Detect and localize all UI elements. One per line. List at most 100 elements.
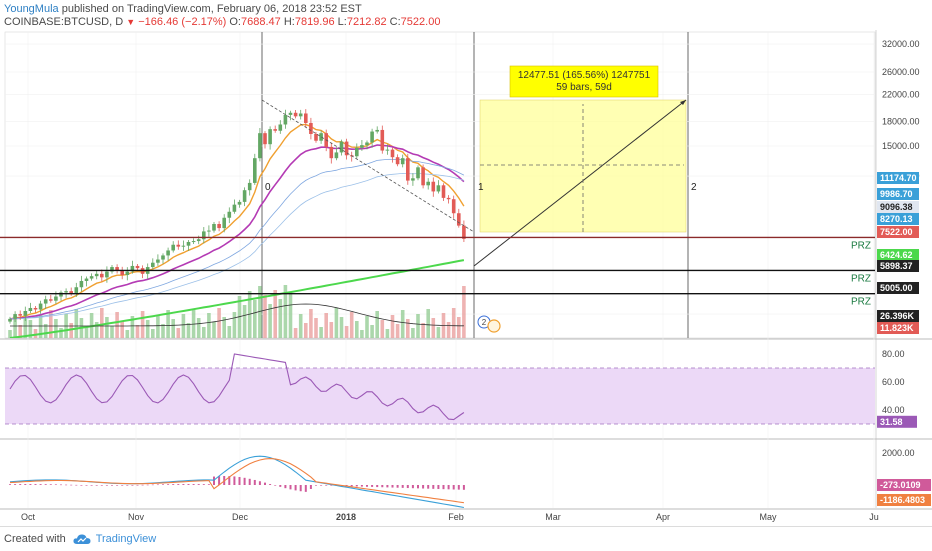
x-tick-label: May: [759, 512, 777, 522]
chart-drawings[interactable]: [261, 99, 687, 267]
rsi-tick-label: 40.00: [882, 405, 905, 415]
volume-bar: [329, 322, 334, 338]
candle-body: [100, 273, 104, 278]
close-label: C:: [389, 16, 401, 28]
candle-body: [84, 278, 89, 281]
volume-bar: [273, 290, 277, 338]
candle-body: [278, 124, 283, 131]
candle-body: [222, 217, 226, 229]
macd-hist-bar: [299, 485, 302, 492]
volume-bar: [462, 286, 466, 338]
candlesticks: [8, 109, 466, 324]
candle-body: [186, 241, 191, 246]
y-tick-label: 15000.00: [882, 141, 920, 151]
volume-bar: [202, 327, 206, 338]
candle-body: [8, 318, 12, 322]
volume-bar: [232, 312, 237, 338]
volume-bar: [426, 309, 430, 338]
macd-hist-bar: [258, 481, 261, 485]
volume-bar: [406, 319, 410, 338]
macd-hist-bar: [309, 485, 312, 489]
candle-body: [273, 129, 277, 131]
tradingview-brand-link[interactable]: TradingView: [95, 533, 157, 545]
volume-bar: [38, 315, 43, 338]
volume-bar: [84, 327, 89, 338]
macd-hist-bar: [315, 485, 317, 486]
candle-body: [253, 158, 257, 183]
macd-hist-bar: [437, 485, 440, 489]
candle-body: [232, 204, 237, 212]
trading-chart[interactable]: PRZ PRZ PRZ 12477.51 (165.56%) 1247751 59 …: [0, 30, 932, 526]
y-tick-label: 22000.00: [882, 89, 920, 99]
candle-body: [74, 287, 79, 294]
macd-hist-bar: [411, 485, 414, 489]
candle-body: [43, 299, 48, 304]
candle-body: [385, 149, 390, 151]
candle-body: [298, 113, 303, 117]
volume-bar: [411, 328, 415, 338]
candle-body: [33, 307, 38, 310]
candle-body: [400, 158, 405, 165]
candle-body: [207, 230, 211, 232]
macd-hist-bar: [65, 484, 68, 486]
volume-bar: [344, 326, 349, 338]
macd-hist-bar: [366, 485, 368, 487]
candle-body: [110, 267, 114, 272]
volume-bar: [400, 310, 405, 338]
volume-bars: [8, 285, 466, 338]
candle-body: [171, 244, 175, 251]
macd-signal-line: [9, 458, 464, 504]
x-tick-label: Nov: [128, 512, 145, 522]
candle-body: [390, 149, 395, 158]
candle-body: [64, 291, 68, 293]
volume-bar: [339, 317, 344, 338]
price-tags: 31.58 -273.0109 -1186.4803 11174.70 9986.70 9…: [877, 172, 931, 506]
candle-body: [227, 211, 232, 218]
volume-bar: [115, 312, 119, 338]
macd-hist-bar: [172, 484, 175, 485]
candle-body: [370, 131, 374, 143]
volume-bar: [380, 320, 385, 338]
price-tag: [877, 188, 919, 200]
candle-body: [176, 244, 181, 247]
prz-levels[interactable]: PRZ PRZ PRZ: [0, 236, 875, 308]
wave-label: 1: [478, 182, 484, 193]
macd-hist-bar: [269, 484, 272, 485]
volume-bar: [166, 310, 170, 338]
candle-body: [156, 259, 160, 263]
time-axis[interactable]: Oct Nov Dec 2018 Feb Mar Apr May Ju: [21, 512, 879, 522]
volume-ma-line: [10, 303, 464, 327]
candle-body: [365, 142, 369, 146]
price-tag: [877, 310, 919, 322]
macd-last-label: -273.0109: [880, 480, 921, 490]
macd-hist-bar: [381, 485, 384, 488]
macd-hist-bar: [218, 476, 221, 485]
macd-hist-bar: [14, 484, 17, 485]
macd-hist-bar: [360, 485, 363, 487]
volume-bar: [207, 313, 211, 338]
macd-hist-bar: [386, 485, 389, 488]
macd-hist-bar: [401, 485, 404, 488]
candle-body: [258, 133, 262, 159]
wave-labels: 0 1 2 2: [265, 182, 697, 333]
author-link[interactable]: YoungMula: [4, 3, 59, 15]
candle-body: [446, 197, 451, 200]
tradingview-cloud-icon: [73, 534, 91, 545]
macd-hist-bar: [151, 484, 154, 486]
volume-bar: [181, 314, 186, 338]
candle-body: [411, 178, 415, 181]
x-tick-label: Oct: [21, 512, 36, 522]
macd-hist-bar: [167, 484, 170, 485]
chart-header: YoungMula published on TradingView.com, …: [0, 0, 932, 32]
footer: Created with TradingView: [0, 526, 932, 551]
candle-body: [181, 245, 186, 247]
candle-body: [196, 239, 201, 242]
macd-hist-bar: [85, 485, 88, 486]
low-label: L:: [337, 16, 347, 28]
volume-bar: [161, 324, 165, 338]
macd-hist-bar: [60, 484, 62, 486]
macd-hist-bar: [417, 485, 419, 489]
candle-body: [166, 250, 170, 256]
macd-hist-bar: [80, 484, 83, 486]
created-with-label: Created with: [4, 533, 66, 545]
